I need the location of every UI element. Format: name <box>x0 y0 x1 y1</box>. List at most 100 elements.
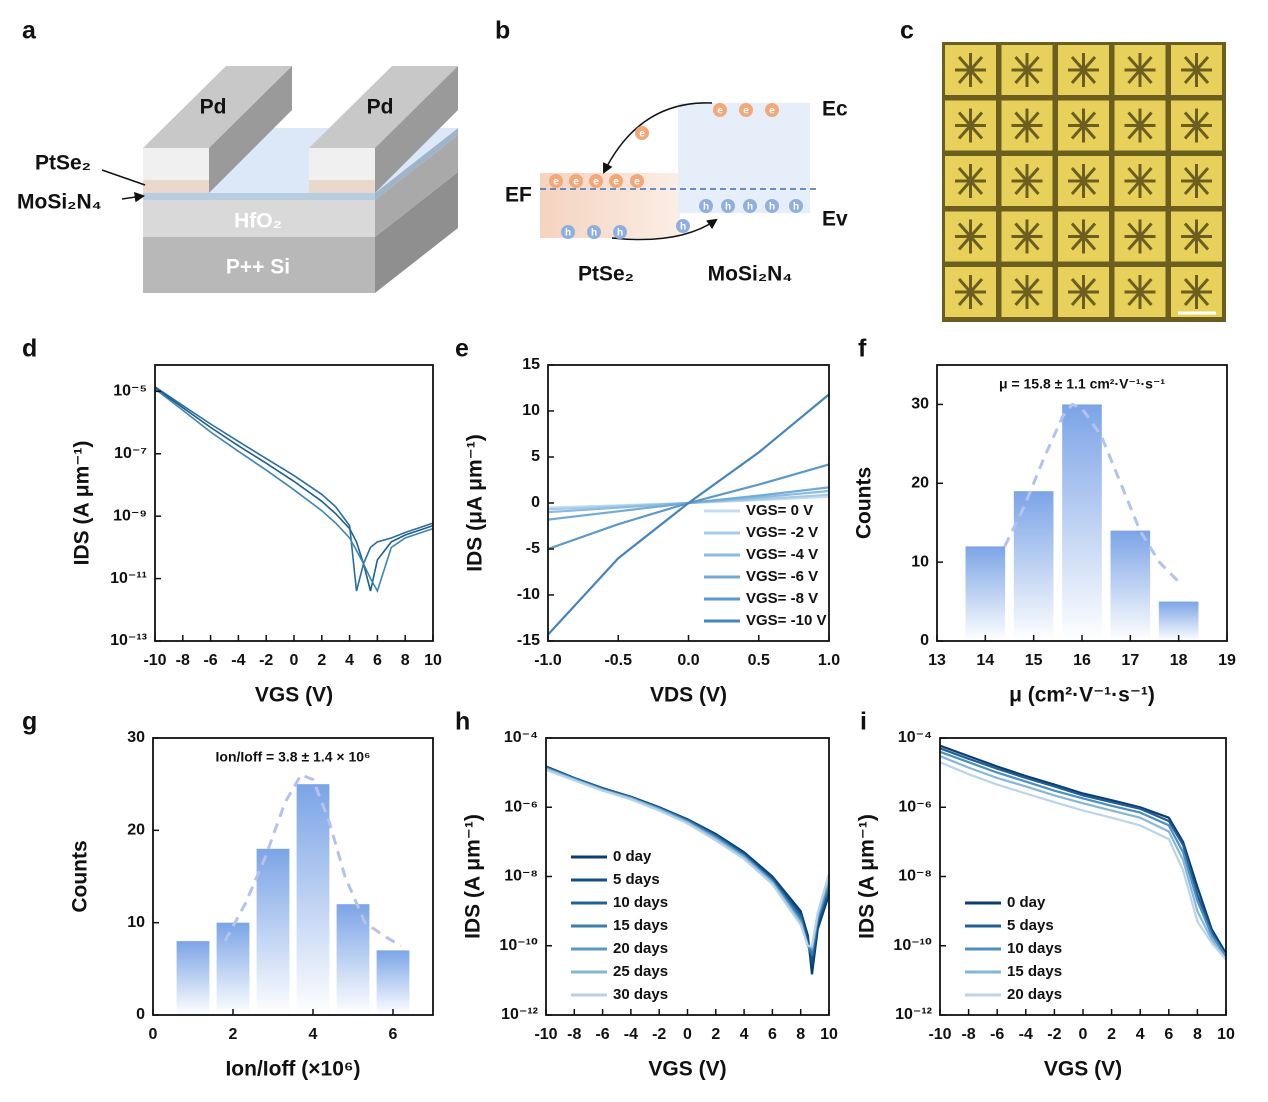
carrier-label: e <box>593 177 599 188</box>
x-tick-label: 6 <box>389 1026 398 1043</box>
x-axis-label: μ (cm²·V⁻¹·s⁻¹) <box>1009 684 1155 707</box>
y-tick-label: 10 <box>522 402 540 419</box>
carrier <box>561 225 575 239</box>
legend-label: 5 days <box>613 871 660 888</box>
x-tick-label: 4 <box>309 1026 318 1043</box>
x-tick-label: -2 <box>259 652 273 669</box>
annotation: μ = 15.8 ± 1.1 cm²·V⁻¹·s⁻¹ <box>999 376 1165 392</box>
x-tick-label: -2 <box>652 1026 666 1043</box>
x-tick-label: 16 <box>1073 652 1091 669</box>
plot-area <box>939 744 1227 961</box>
ptse2-layer <box>309 180 375 193</box>
x-tick-label: -6 <box>203 652 217 669</box>
panel-label: a <box>22 17 37 45</box>
carrier <box>721 199 735 213</box>
plot-area <box>965 402 1199 641</box>
y-tick-label: -15 <box>517 632 540 649</box>
carrier-label: h <box>591 228 597 239</box>
x-tick-label: 6 <box>1164 1026 1173 1043</box>
fit-curve <box>223 773 402 948</box>
x-axis-label: Ion/Ioff (×10⁶) <box>225 1058 360 1081</box>
data-line <box>154 388 434 594</box>
x-tick-label: 1.0 <box>818 652 840 669</box>
ptse2-layer <box>143 180 209 193</box>
label: PtSe₂ <box>35 152 91 175</box>
legend-label: VGS= -8 V <box>746 590 818 607</box>
carrier <box>699 199 713 213</box>
data-line <box>939 761 1227 961</box>
y-tick-label: 30 <box>127 729 145 746</box>
carrier <box>739 103 753 117</box>
annotation: Ion/Ioff = 3.8 ± 1.4 × 10⁶ <box>216 749 371 765</box>
y-tick-label: 10 <box>911 553 929 570</box>
data-line <box>939 750 1227 957</box>
plot-area <box>547 393 830 636</box>
x-tick-label: 0.5 <box>748 652 770 669</box>
x-tick-label: -2 <box>1047 1026 1061 1043</box>
x-axis-label: VGS (V) <box>1044 1058 1122 1081</box>
y-axis-label: IDS (A μm⁻¹) <box>71 441 94 566</box>
panel-label: d <box>22 335 37 363</box>
label: EF <box>505 184 532 207</box>
electrode-pattern <box>1011 219 1043 254</box>
arrow <box>603 102 713 174</box>
x-axis-label: VGS (V) <box>255 684 333 707</box>
pointer <box>121 191 146 203</box>
pointer <box>101 169 146 186</box>
x-tick-label: -6 <box>595 1026 609 1043</box>
carrier <box>630 174 644 188</box>
x-tick-label: 0.0 <box>677 652 699 669</box>
carrier-label: h <box>703 202 709 213</box>
x-tick-label: -1.0 <box>534 652 562 669</box>
legend-label: 15 days <box>1007 963 1062 980</box>
carrier-label: e <box>553 177 559 188</box>
bar <box>256 848 290 1015</box>
x-tick-label: 0 <box>1079 1026 1088 1043</box>
x-tick-label: 8 <box>796 1026 805 1043</box>
carrier-label: h <box>769 202 775 213</box>
electrode-top <box>309 66 458 148</box>
y-tick-label: 0 <box>920 632 929 649</box>
x-tick-label: -0.5 <box>604 652 632 669</box>
y-axis-label: IDS (A μm⁻¹) <box>462 814 485 939</box>
data-line <box>154 386 434 592</box>
electrode-pattern <box>955 219 986 254</box>
carrier-label: h <box>565 228 571 239</box>
band-diagram: b e e e e e e e e e h h h h h h h h h EF Ec Ev PtSe₂ MoSi… <box>495 17 848 286</box>
carrier <box>743 199 757 213</box>
y-tick-label: 20 <box>127 822 145 839</box>
data-line <box>545 768 831 947</box>
y-axis-label: Counts <box>853 467 876 539</box>
label: Pd <box>367 96 394 119</box>
electrode-pattern <box>1181 53 1212 87</box>
panel-label: h <box>455 708 470 736</box>
label: P++ Si <box>226 256 290 279</box>
electrode-pattern <box>1124 275 1156 309</box>
y-tick-label: 10⁻⁵ <box>113 383 147 400</box>
x-tick-label: 19 <box>1218 652 1236 669</box>
electrode-pattern <box>1124 164 1156 198</box>
electrode-pattern <box>1181 219 1212 254</box>
y-tick-label: 10⁻¹² <box>501 1006 538 1023</box>
plot-area <box>154 386 434 594</box>
dielectric-side <box>375 135 458 237</box>
electrode-pattern <box>955 53 986 87</box>
x-tick-label: 0 <box>149 1026 158 1043</box>
electrode-pattern <box>1124 108 1156 143</box>
arrow <box>611 218 718 241</box>
electrode-pattern <box>1068 219 1099 254</box>
bar <box>296 784 330 1015</box>
y-tick-label: -10 <box>517 586 540 603</box>
carrier-label: h <box>617 228 623 239</box>
carrier <box>549 174 563 188</box>
y-axis-label: IDS (μA μm⁻¹) <box>464 434 487 572</box>
y-tick-label: 30 <box>911 396 929 413</box>
label: Ec <box>822 98 848 121</box>
label: Ev <box>822 208 848 231</box>
legend-label: 5 days <box>1007 917 1054 934</box>
x-tick-label: 4 <box>345 652 354 669</box>
carrier <box>765 199 779 213</box>
legend-label: VGS= 0 V <box>746 502 813 519</box>
carrier-label: e <box>613 177 619 188</box>
data-line <box>545 766 831 957</box>
